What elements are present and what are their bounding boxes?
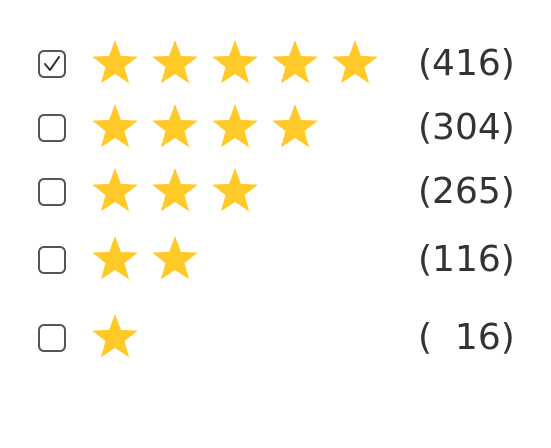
- rating-row-5[interactable]: (416): [0, 36, 551, 92]
- rating-1-checkbox[interactable]: [38, 324, 66, 352]
- checkmark-icon: [44, 56, 60, 71]
- star-icon: [272, 104, 318, 148]
- rating-5-checkbox[interactable]: [38, 50, 66, 78]
- star-icon: [212, 104, 258, 148]
- star-icon: [332, 40, 378, 84]
- rating-5-count: (416): [418, 43, 515, 84]
- star-icon: [92, 40, 138, 84]
- star-icon: [212, 40, 258, 84]
- star-icon: [212, 168, 258, 212]
- star-icon: [152, 104, 198, 148]
- rating-4-checkbox[interactable]: [38, 114, 66, 142]
- star-icon: [92, 314, 138, 358]
- star-icon: [152, 236, 198, 280]
- rating-row-4[interactable]: (304): [0, 100, 551, 156]
- star-icon: [92, 168, 138, 212]
- star-icon: [152, 168, 198, 212]
- rating-2-checkbox[interactable]: [38, 246, 66, 274]
- star-icon: [92, 104, 138, 148]
- star-icon: [272, 40, 318, 84]
- rating-3-checkbox[interactable]: [38, 178, 66, 206]
- rating-row-3[interactable]: (265): [0, 164, 551, 220]
- rating-4-count: (304): [418, 107, 515, 148]
- rating-3-count: (265): [418, 171, 515, 212]
- star-icon: [152, 40, 198, 84]
- star-icon: [92, 236, 138, 280]
- rating-1-count: ( 16): [418, 317, 515, 358]
- rating-row-2[interactable]: (116): [0, 232, 551, 288]
- rating-row-1[interactable]: ( 16): [0, 310, 551, 366]
- rating-2-count: (116): [418, 239, 515, 280]
